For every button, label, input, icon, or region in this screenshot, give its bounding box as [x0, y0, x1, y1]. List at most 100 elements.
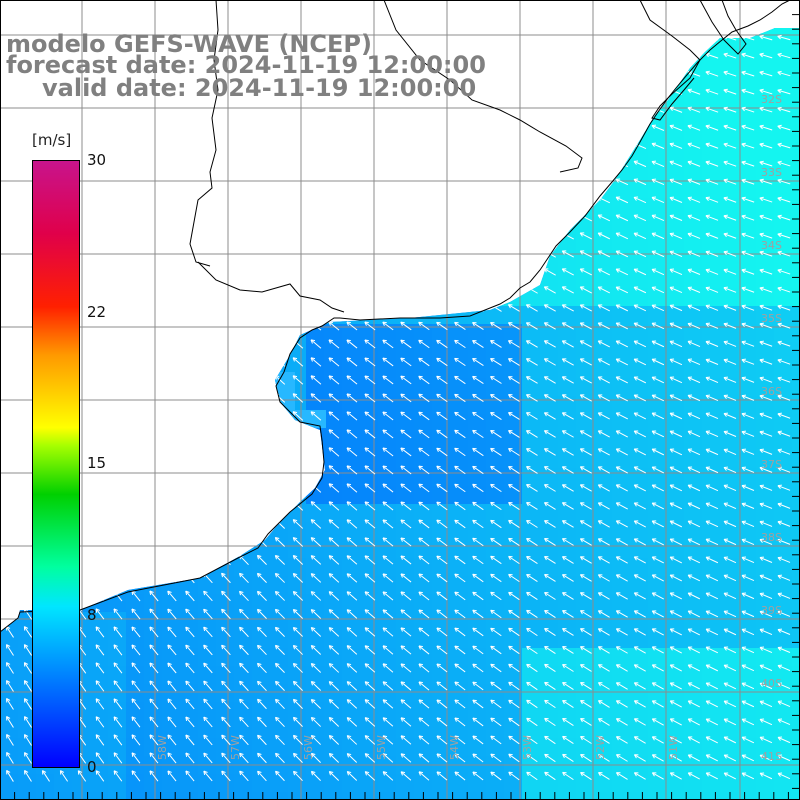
- wind-arrow: [23, 680, 32, 692]
- wind-arrow: [562, 699, 574, 708]
- wind-arrow: [525, 322, 538, 330]
- wind-arrow: [490, 411, 502, 420]
- wind-arrow: [687, 538, 701, 546]
- wind-arrow: [95, 266, 105, 278]
- wind-arrow: [526, 717, 538, 727]
- wind-arrow: [651, 394, 665, 402]
- wind-arrow: [741, 412, 755, 419]
- wind-arrow: [364, 483, 376, 493]
- wind-arrow: [418, 609, 430, 619]
- wind-arrow: [687, 484, 701, 492]
- wind-arrow: [741, 574, 755, 582]
- wind-arrow: [633, 394, 647, 402]
- wind-arrow: [615, 700, 628, 708]
- wind-arrow: [741, 718, 755, 726]
- wind-arrow: [400, 645, 412, 655]
- wind-arrow: [23, 194, 33, 206]
- wind-arrow: [167, 338, 177, 350]
- wind-arrow: [616, 772, 628, 780]
- wind-arrow: [633, 628, 646, 636]
- wind-arrow: [723, 178, 737, 185]
- wind-arrow: [562, 735, 574, 744]
- wind-arrow: [723, 646, 737, 654]
- wind-arrow: [221, 608, 231, 620]
- wind-arrow: [310, 285, 322, 295]
- wind-arrow: [346, 645, 358, 655]
- wind-arrow: [310, 357, 322, 367]
- wind-arrow: [759, 268, 773, 275]
- lat-label: 34S: [761, 239, 782, 252]
- wind-arrow: [113, 230, 123, 242]
- wind-arrow: [400, 447, 412, 457]
- wind-arrow: [364, 681, 376, 691]
- wind-arrow: [543, 178, 556, 186]
- wind-arrow: [561, 502, 574, 510]
- wind-arrow: [310, 698, 322, 709]
- wind-arrow: [687, 466, 701, 474]
- wind-arrow: [562, 681, 574, 690]
- wind-arrow: [633, 646, 646, 654]
- wind-arrow: [5, 284, 15, 296]
- wind-arrow: [777, 70, 791, 77]
- wind-arrow: [669, 772, 682, 780]
- wind-arrow: [274, 447, 286, 457]
- wind-arrow: [131, 230, 141, 242]
- wind-arrow: [687, 682, 701, 690]
- wind-arrow: [508, 591, 520, 601]
- wind-arrow: [687, 448, 701, 456]
- wind-arrow: [454, 645, 466, 655]
- wind-arrow: [77, 770, 87, 782]
- wind-arrow: [310, 123, 322, 133]
- wind-arrow: [651, 502, 665, 510]
- wind-arrow: [346, 195, 358, 205]
- wind-arrow: [526, 699, 538, 709]
- wind-arrow: [490, 393, 502, 402]
- wind-arrow: [651, 772, 664, 780]
- wind-arrow: [669, 628, 683, 636]
- wind-arrow: [436, 447, 448, 457]
- wind-arrow: [220, 338, 232, 349]
- wind-arrow: [526, 753, 538, 763]
- lat-label: 40S: [761, 677, 782, 690]
- wind-arrow: [5, 608, 14, 620]
- colorbar-tick-22: 22: [87, 303, 107, 321]
- wind-arrow: [669, 394, 683, 402]
- wind-arrow: [149, 608, 159, 620]
- wind-arrow: [202, 231, 214, 241]
- wind-arrow: [418, 753, 430, 763]
- wind-arrow: [24, 770, 32, 782]
- wind-arrow: [669, 520, 683, 528]
- wind-arrow: [113, 752, 123, 764]
- wind-arrow: [256, 123, 268, 133]
- wind-arrow: [256, 375, 268, 385]
- wind-arrow: [669, 106, 683, 113]
- wind-arrow: [508, 465, 520, 474]
- wind-arrow: [579, 160, 593, 168]
- wind-arrow: [436, 267, 448, 277]
- wind-arrow: [292, 213, 304, 223]
- wind-arrow: [544, 538, 556, 546]
- wind-arrow: [382, 357, 394, 367]
- wind-arrow: [454, 267, 466, 276]
- wind-arrow: [400, 735, 412, 745]
- wind-arrow: [454, 753, 466, 763]
- wind-arrow: [346, 609, 358, 619]
- wind-arrow: [400, 429, 412, 439]
- wind-arrow: [544, 17, 556, 23]
- wind-arrow: [597, 214, 611, 222]
- wind-arrow: [5, 590, 14, 602]
- wind-arrow: [149, 356, 159, 368]
- wind-arrow: [5, 410, 15, 422]
- wind-arrow: [741, 484, 755, 491]
- wind-arrow: [239, 644, 249, 656]
- wind-arrow: [669, 160, 683, 167]
- wind-arrow: [5, 104, 15, 116]
- wind-arrow: [723, 70, 737, 77]
- wind-arrow: [597, 70, 611, 78]
- wind-arrow: [418, 303, 430, 313]
- wind-arrow: [490, 483, 502, 493]
- wind-arrow: [275, 16, 285, 24]
- wind-arrow: [185, 16, 195, 25]
- wind-arrow: [256, 357, 268, 367]
- wind-arrow: [274, 662, 285, 673]
